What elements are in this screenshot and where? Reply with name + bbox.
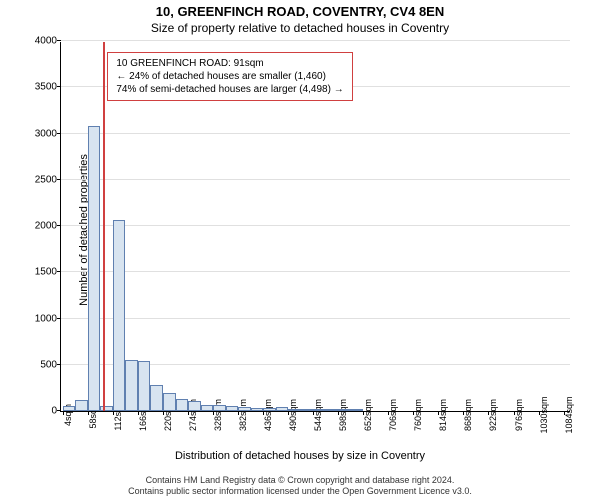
ytick-mark <box>57 40 61 41</box>
page-title: 10, GREENFINCH ROAD, COVENTRY, CV4 8EN <box>0 0 600 19</box>
xtick-label: 436sqm <box>263 399 273 431</box>
histogram-bar <box>313 409 326 411</box>
ytick-mark <box>57 133 61 134</box>
xtick-label: 1084sqm <box>564 396 574 433</box>
ytick-mark <box>57 410 61 411</box>
histogram-bar <box>113 220 126 411</box>
xtick-label: 652sqm <box>363 399 373 431</box>
ytick-label: 1000 <box>35 313 57 324</box>
callout-line3: 74% of semi-detached houses are larger (… <box>116 83 343 96</box>
histogram-bar <box>88 126 101 411</box>
callout-line2: ← 24% of detached houses are smaller (1,… <box>116 70 343 83</box>
xtick-label: 544sqm <box>313 399 323 431</box>
histogram-bar <box>301 409 314 411</box>
grid-line-h <box>61 318 570 319</box>
histogram-bar <box>75 400 88 411</box>
ytick-mark <box>57 86 61 87</box>
xtick-label: 382sqm <box>238 399 248 431</box>
footer-text: Contains HM Land Registry data © Crown c… <box>0 475 600 498</box>
xtick-label: 976sqm <box>514 399 524 431</box>
histogram-bar <box>213 405 226 411</box>
grid-line-h <box>61 179 570 180</box>
histogram-bar <box>63 406 76 411</box>
callout-line1: 10 GREENFINCH ROAD: 91sqm <box>116 57 343 70</box>
histogram-bar <box>326 409 339 411</box>
plot-area: 050010001500200025003000350040004sqm58sq… <box>60 42 570 412</box>
ytick-mark <box>57 271 61 272</box>
histogram-bar <box>201 405 214 411</box>
xtick-label: 490sqm <box>288 399 298 431</box>
footer-line2: Contains public sector information licen… <box>0 486 600 498</box>
grid-line-h <box>61 133 570 134</box>
histogram-bar <box>163 393 176 412</box>
histogram-bar <box>138 361 151 411</box>
histogram-bar <box>176 399 189 411</box>
ytick-label: 0 <box>51 406 57 417</box>
histogram-bar <box>351 409 364 411</box>
histogram-bar <box>288 409 301 411</box>
xtick-label: 814sqm <box>438 399 448 431</box>
ytick-label: 1500 <box>35 267 57 278</box>
chart-container: 10, GREENFINCH ROAD, COVENTRY, CV4 8EN S… <box>0 0 600 500</box>
histogram-bar <box>251 408 264 411</box>
xtick-label: 922sqm <box>488 399 498 431</box>
histogram-bar <box>276 407 289 411</box>
footer-line1: Contains HM Land Registry data © Crown c… <box>0 475 600 487</box>
ytick-mark <box>57 318 61 319</box>
xtick-label: 760sqm <box>413 399 423 431</box>
ytick-mark <box>57 225 61 226</box>
xtick-label: 328sqm <box>213 399 223 431</box>
ytick-label: 3000 <box>35 128 57 139</box>
ytick-label: 3500 <box>35 82 57 93</box>
xtick-label: 868sqm <box>463 399 473 431</box>
x-axis-label: Distribution of detached houses by size … <box>0 450 600 462</box>
ytick-mark <box>57 179 61 180</box>
grid-line-h <box>61 225 570 226</box>
ytick-mark <box>57 364 61 365</box>
histogram-bar <box>226 406 239 411</box>
ytick-label: 4000 <box>35 36 57 47</box>
ytick-label: 2500 <box>35 174 57 185</box>
page-subtitle: Size of property relative to detached ho… <box>0 19 600 35</box>
histogram-bar <box>238 407 251 411</box>
xtick-label: 706sqm <box>388 399 398 431</box>
xtick-label: 598sqm <box>338 399 348 431</box>
histogram-bar <box>188 401 201 411</box>
xtick-label: 1030sqm <box>539 396 549 433</box>
histogram-bar <box>125 360 138 411</box>
histogram-bar <box>263 408 276 411</box>
histogram-bar <box>150 385 163 411</box>
grid-line-h <box>61 271 570 272</box>
grid-line-h <box>61 40 570 41</box>
histogram-bar <box>338 409 351 411</box>
callout-box: 10 GREENFINCH ROAD: 91sqm← 24% of detach… <box>107 52 352 101</box>
ytick-label: 2000 <box>35 221 57 232</box>
ytick-label: 500 <box>40 359 57 370</box>
marker-line <box>103 42 105 411</box>
